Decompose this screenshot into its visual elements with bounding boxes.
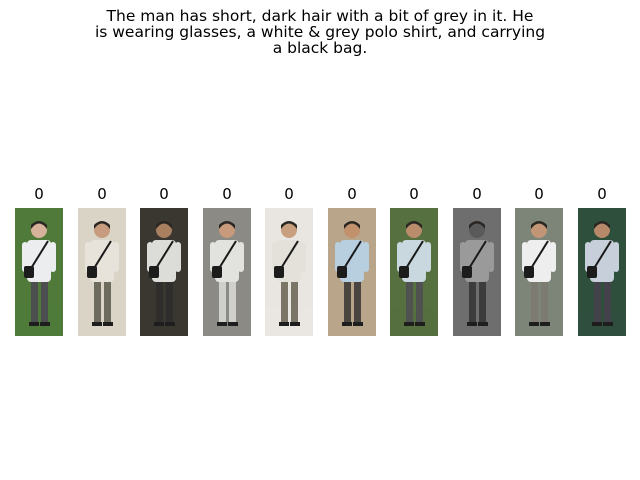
result-tile[interactable]: 0: [15, 185, 63, 336]
match-score: 0: [97, 185, 107, 203]
match-score: 0: [409, 185, 419, 203]
caption-line: The man has short, dark hair with a bit …: [106, 7, 534, 25]
query-caption: The man has short, dark hair with a bit …: [40, 8, 600, 56]
caption-line: is wearing glasses, a white & grey polo …: [94, 23, 546, 41]
person-photo[interactable]: [140, 208, 188, 336]
match-score: 0: [472, 185, 482, 203]
match-score: 0: [597, 185, 607, 203]
person-photo[interactable]: [203, 208, 251, 336]
match-score: 0: [347, 185, 357, 203]
match-score: 0: [159, 185, 169, 203]
match-score: 0: [34, 185, 44, 203]
result-tile[interactable]: 0: [203, 185, 251, 336]
result-tile[interactable]: 0: [265, 185, 313, 336]
person-photo[interactable]: [515, 208, 563, 336]
match-score: 0: [284, 185, 294, 203]
person-photo[interactable]: [265, 208, 313, 336]
person-photo[interactable]: [578, 208, 626, 336]
caption-line: a black bag.: [272, 39, 368, 57]
result-tile[interactable]: 0: [78, 185, 126, 336]
result-tile[interactable]: 0: [390, 185, 438, 336]
person-photo[interactable]: [15, 208, 63, 336]
match-score: 0: [534, 185, 544, 203]
person-photo[interactable]: [328, 208, 376, 336]
result-tile[interactable]: 0: [578, 185, 626, 336]
result-tile[interactable]: 0: [453, 185, 501, 336]
result-tile[interactable]: 0: [328, 185, 376, 336]
result-tile[interactable]: 0: [515, 185, 563, 336]
match-score: 0: [222, 185, 232, 203]
person-photo[interactable]: [390, 208, 438, 336]
person-photo[interactable]: [78, 208, 126, 336]
person-photo[interactable]: [453, 208, 501, 336]
result-tile[interactable]: 0: [140, 185, 188, 336]
